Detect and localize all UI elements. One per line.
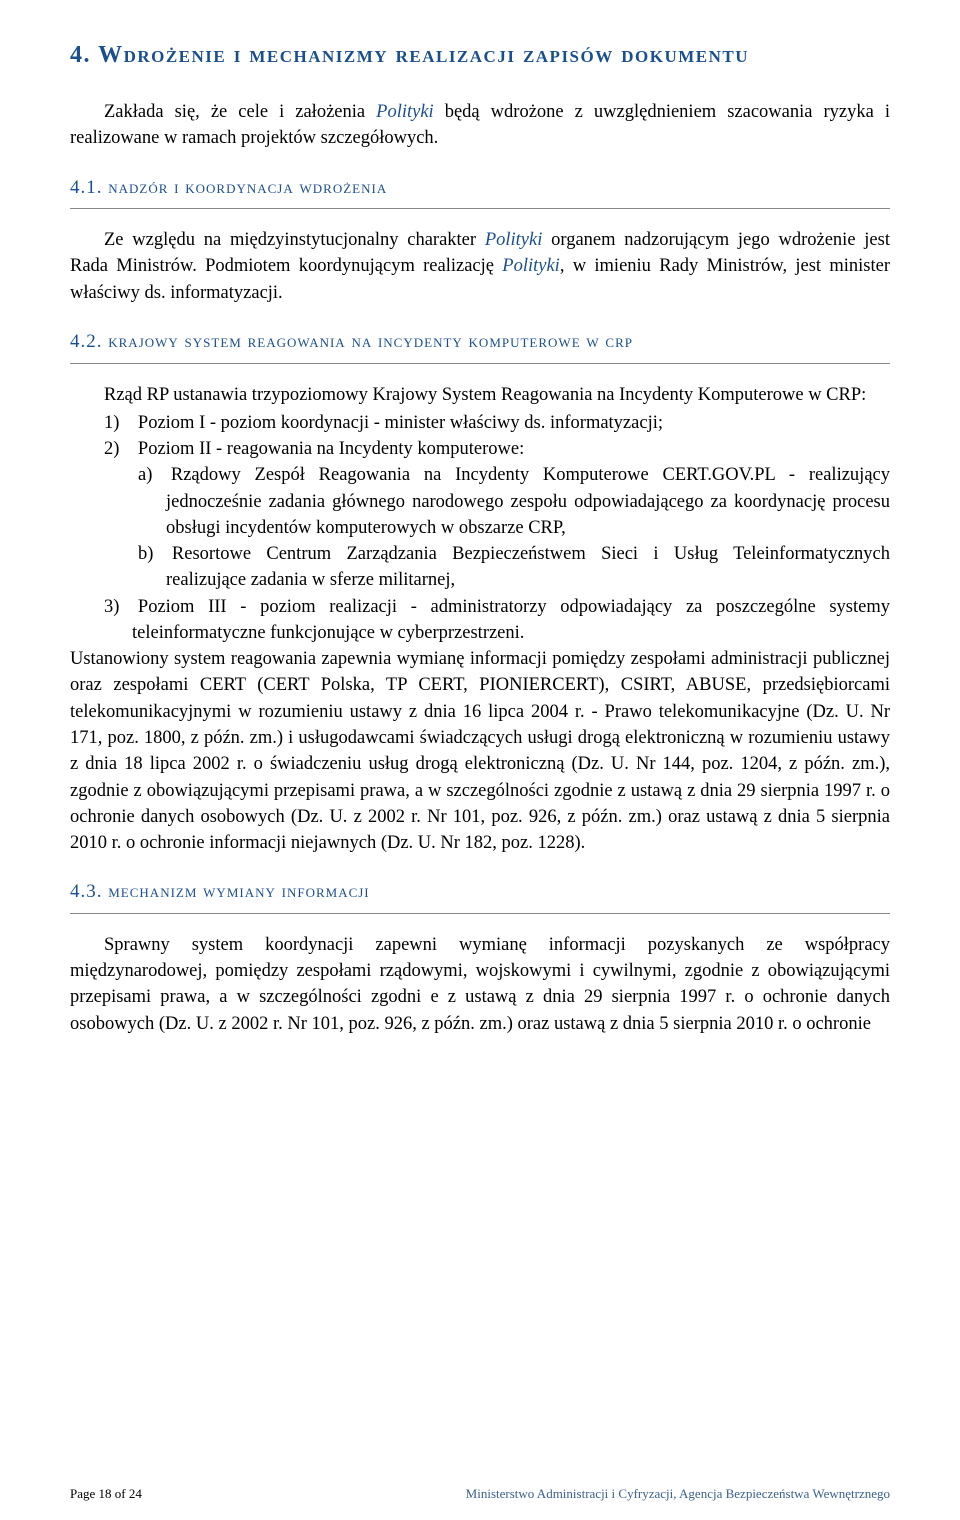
section-4-2-body: Rząd RP ustanawia trzypoziomowy Krajowy … xyxy=(70,382,890,857)
section-rule xyxy=(70,208,890,209)
p41-em1: Polityki xyxy=(485,230,543,250)
footer-org: Ministerstwo Administracji i Cyfryzacji,… xyxy=(466,1486,890,1502)
page-footer: Page 18 of 24 Ministerstwo Administracji… xyxy=(70,1486,890,1502)
list-item-2b: b) Resortowe Centrum Zarządzania Bezpiec… xyxy=(70,541,890,594)
list-item-1: 1) Poziom I - poziom koordynacji - minis… xyxy=(70,410,890,436)
section-4-1-paragraph: Ze względu na międzyinstytucjonalny char… xyxy=(70,227,890,306)
section-4-2-continuation: Ustanowiony system reagowania zapewnia w… xyxy=(70,646,890,856)
section-rule xyxy=(70,913,890,914)
document-page: 4. Wdrożenie i mechanizmy realizacji zap… xyxy=(0,0,960,1520)
list-intro: Rząd RP ustanawia trzypoziomowy Krajowy … xyxy=(70,382,890,408)
p41-em2: Polityki xyxy=(502,256,560,276)
heading-4-2: 4.2. krajowy system reagowania na incyde… xyxy=(70,328,890,357)
page-number: Page 18 of 24 xyxy=(70,1486,142,1502)
heading-level-1: 4. Wdrożenie i mechanizmy realizacji zap… xyxy=(70,40,890,71)
intro-paragraph: Zakłada się, że cele i założenia Polityk… xyxy=(70,99,890,152)
intro-emphasis: Polityki xyxy=(376,102,434,122)
heading-4-3: 4.3. mechanizm wymiany informacji xyxy=(70,878,890,907)
p41-pre: Ze względu na międzyinstytucjonalny char… xyxy=(104,230,485,250)
section-4-3-paragraph: Sprawny system koordynacji zapewni wymia… xyxy=(70,932,890,1037)
section-rule xyxy=(70,363,890,364)
heading-4-1: 4.1. nadzór i koordynacja wdrożenia xyxy=(70,174,890,203)
list-item-3: 3) Poziom III - poziom realizacji - admi… xyxy=(70,594,890,647)
list-item-2a: a) Rządowy Zespół Reagowania na Incydent… xyxy=(70,462,890,541)
intro-text-pre: Zakłada się, że cele i założenia xyxy=(104,102,376,122)
list-item-2: 2) Poziom II - reagowania na Incydenty k… xyxy=(70,436,890,462)
